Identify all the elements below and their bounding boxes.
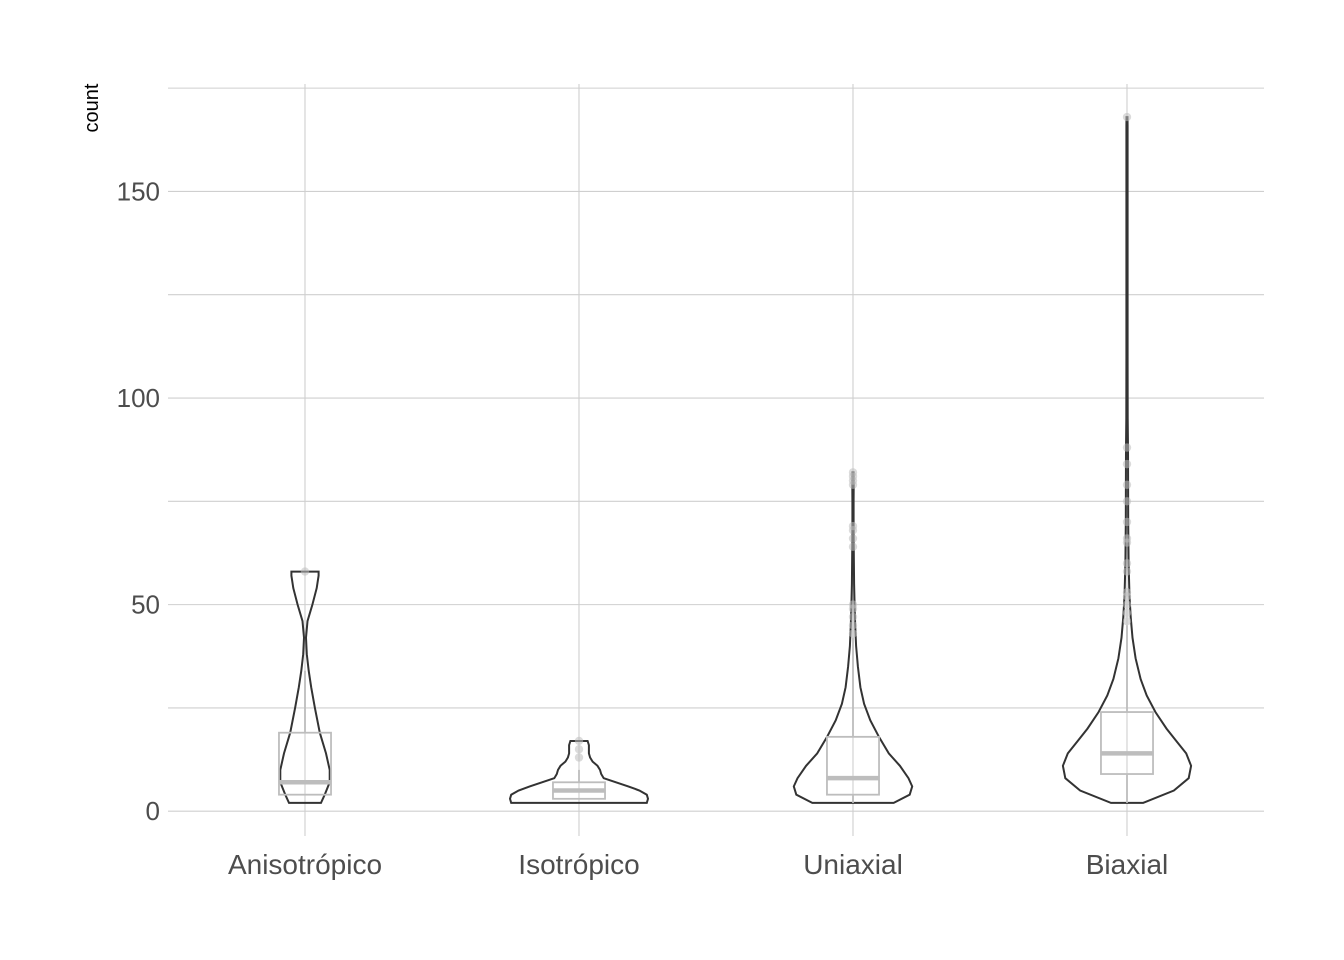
outlier-point: [1122, 497, 1132, 506]
outlier-point: [848, 600, 858, 609]
outlier-point: [1122, 459, 1132, 469]
outlier-point: [574, 753, 584, 762]
violin-layer: [279, 116, 1193, 804]
outlier-point: [848, 534, 858, 543]
box-Anisotrópico: [278, 731, 332, 796]
outlier-point: [1122, 517, 1132, 527]
outlier-point: [848, 612, 858, 622]
y-tick-label: 0: [146, 796, 160, 826]
outlier-point: [1122, 112, 1132, 122]
outlier-point: [574, 745, 584, 754]
violin-Anisotrópico: [279, 570, 331, 804]
outlier-point: [1122, 588, 1132, 597]
boxplot-layer: [278, 112, 1154, 803]
outlier-point: [1122, 600, 1132, 609]
x-tick-label: Isotrópico: [518, 849, 639, 880]
outlier-point: [848, 468, 858, 477]
violin-Isotrópico: [508, 740, 650, 804]
outlier-point: [848, 521, 858, 531]
x-tick-label: Anisotrópico: [228, 849, 382, 880]
box-Biaxial: [1100, 711, 1154, 775]
outlier-point: [848, 542, 858, 551]
y-tick-label: 100: [117, 383, 160, 413]
outlier-point: [1122, 559, 1132, 568]
outlier-point: [1122, 534, 1132, 543]
outlier-point: [1122, 608, 1132, 618]
outlier-point: [300, 567, 310, 576]
outlier-point: [1122, 443, 1132, 452]
y-tick-label: 150: [117, 176, 160, 206]
box-Uniaxial: [826, 735, 880, 796]
outlier-point: [574, 736, 584, 746]
x-tick-label: Biaxial: [1086, 849, 1168, 880]
outlier-point: [848, 629, 858, 638]
outlier-point: [1122, 480, 1132, 489]
x-tick-label: Uniaxial: [803, 849, 903, 880]
y-axis-title: count: [81, 83, 103, 132]
y-tick-label: 50: [131, 590, 160, 620]
grid-layer: [168, 84, 1264, 836]
outlier-point: [1122, 567, 1132, 576]
outlier-point: [1122, 616, 1132, 626]
tick-layer: 0 50 100 150 Anisotrópico Isotrópico Uniaxial B…: [117, 176, 1169, 880]
outlier-point: [848, 621, 858, 630]
